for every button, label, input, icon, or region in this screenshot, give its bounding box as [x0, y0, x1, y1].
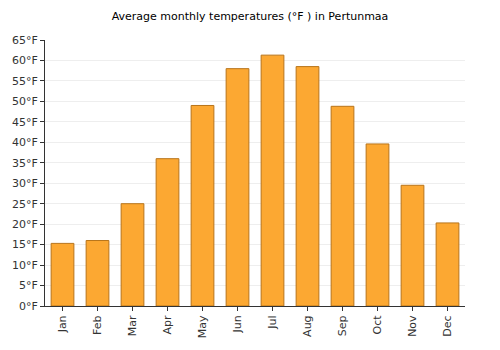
svg-text:Nov: Nov	[406, 315, 419, 337]
svg-text:55°F: 55°F	[12, 75, 38, 88]
svg-text:45°F: 45°F	[12, 116, 38, 129]
svg-text:Feb: Feb	[91, 315, 104, 334]
svg-text:Aug: Aug	[301, 315, 314, 336]
svg-text:Jun: Jun	[231, 315, 244, 333]
svg-text:May: May	[196, 315, 209, 338]
svg-text:30°F: 30°F	[12, 177, 38, 190]
svg-text:0°F: 0°F	[19, 300, 38, 313]
svg-text:Apr: Apr	[161, 315, 174, 335]
svg-text:10°F: 10°F	[12, 259, 38, 272]
svg-text:65°F: 65°F	[12, 34, 38, 47]
svg-text:Jul: Jul	[266, 315, 279, 329]
svg-text:25°F: 25°F	[12, 198, 38, 211]
svg-text:60°F: 60°F	[12, 54, 38, 67]
svg-text:5°F: 5°F	[19, 279, 38, 292]
svg-text:Oct: Oct	[371, 315, 384, 335]
svg-text:40°F: 40°F	[12, 136, 38, 149]
svg-text:20°F: 20°F	[12, 218, 38, 231]
svg-text:Dec: Dec	[441, 315, 454, 336]
svg-text:35°F: 35°F	[12, 157, 38, 170]
svg-text:Jan: Jan	[56, 315, 69, 333]
svg-text:50°F: 50°F	[12, 95, 38, 108]
svg-text:15°F: 15°F	[12, 238, 38, 251]
svg-text:Average monthly temperatures (: Average monthly temperatures (°F ) in Pe…	[112, 10, 389, 23]
svg-text:Mar: Mar	[126, 315, 139, 336]
svg-text:Sep: Sep	[336, 315, 349, 336]
